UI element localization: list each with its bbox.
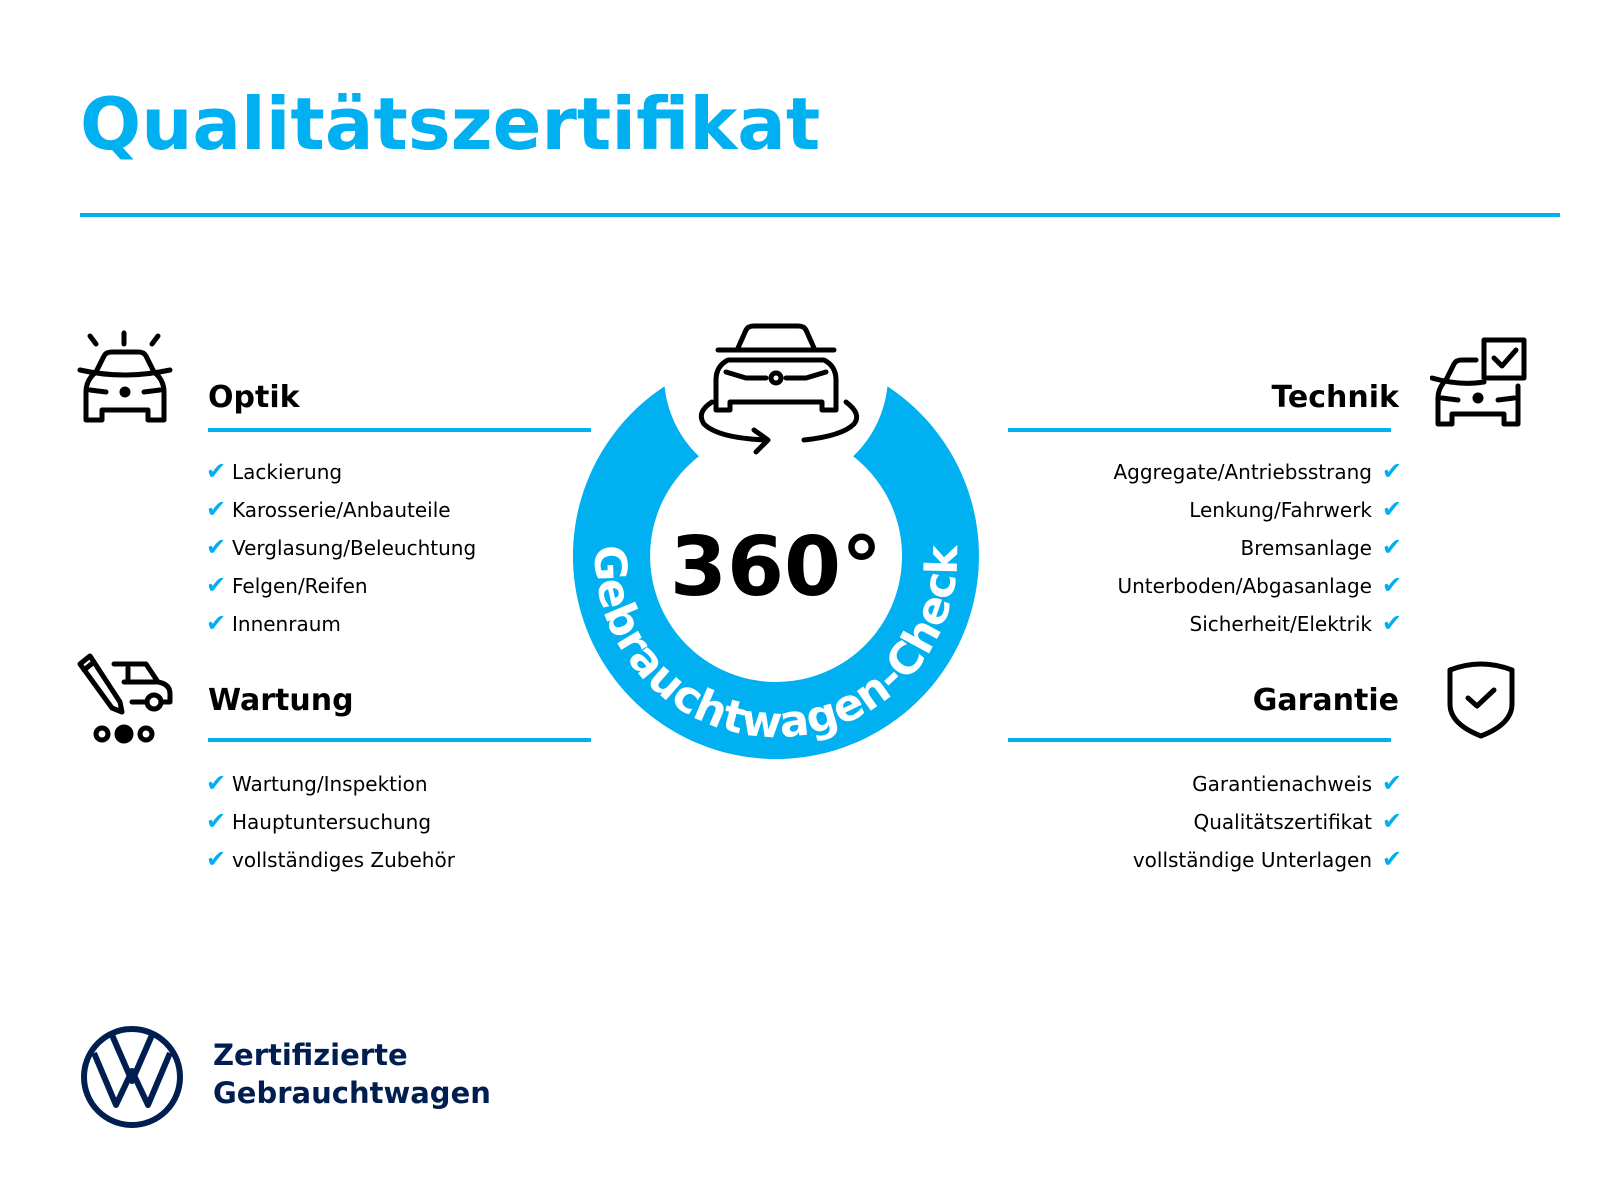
service-van-icon [77, 653, 173, 744]
check-icon: ✔ [206, 845, 227, 873]
degrees-label: 360° [670, 520, 882, 615]
check-icon: ✔ [1381, 609, 1402, 637]
garantie-list: Garantienachweis ✔ Qualitätszertifikat ✔ v… [1133, 764, 1402, 878]
list-item: Unterboden/Abgasanlage ✔ [1113, 566, 1402, 604]
check-icon: ✔ [1381, 769, 1402, 797]
check-icon: ✔ [1381, 845, 1402, 873]
page-title: Qualitätszertifikat [80, 82, 821, 166]
technik-list: Aggregate/Antriebsstrang ✔ Lenkung/Fahrwe… [1113, 452, 1402, 642]
gebrauchtwagen-check-badge: Gebrauchtwagen-Check 360° [572, 323, 979, 759]
shield-check-icon [1447, 661, 1515, 739]
vw-logo [81, 1026, 183, 1128]
list-item: Sicherheit/Elektrik ✔ [1113, 604, 1403, 642]
check-icon: ✔ [1381, 571, 1402, 599]
section-line-optik [208, 428, 591, 432]
section-line-garantie [1008, 738, 1391, 742]
list-item: ✔ Innenraum [206, 604, 476, 642]
check-icon: ✔ [1381, 457, 1402, 485]
check-icon: ✔ [206, 609, 227, 637]
car-checkbox-icon [1430, 337, 1527, 427]
check-icon: ✔ [1381, 807, 1402, 835]
list-item: ✔ Wartung/Inspektion [206, 764, 455, 802]
section-line-technik [1008, 428, 1391, 432]
brand-name: Zertifizierte Gebrauchtwagen [213, 1038, 491, 1110]
check-icon: ✔ [1381, 533, 1402, 561]
list-item: Bremsanlage ✔ [1113, 528, 1402, 566]
ring [572, 353, 979, 759]
list-item: ✔ Lackierung [206, 452, 476, 490]
list-item: vollständige Unterlagen ✔ [1133, 840, 1402, 878]
car-rotate-icon [698, 323, 860, 455]
section-title-technik: Technik [1271, 380, 1399, 415]
check-icon: ✔ [206, 495, 227, 523]
list-item: Qualitätszertifikat ✔ [1133, 802, 1403, 840]
check-icon: ✔ [206, 807, 227, 835]
section-title-garantie: Garantie [1252, 683, 1399, 718]
list-item: ✔ Hauptuntersuchung [206, 802, 455, 840]
car-light-icon [77, 330, 173, 423]
check-icon: ✔ [206, 769, 227, 797]
list-item: ✔ Felgen/Reifen [206, 566, 476, 604]
section-title-wartung: Wartung [208, 683, 354, 718]
check-icon: ✔ [206, 571, 227, 599]
title-divider [80, 213, 1560, 217]
list-item: Lenkung/Fahrwerk ✔ [1113, 490, 1402, 528]
optik-list: ✔ Lackierung ✔ Karosserie/Anbauteile ✔ Verg… [206, 452, 476, 642]
check-icon: ✔ [206, 457, 227, 485]
list-item: Garantienachweis ✔ [1133, 764, 1402, 802]
section-title-optik: Optik [208, 380, 300, 415]
check-icon: ✔ [206, 533, 227, 561]
wartung-list: ✔ Wartung/Inspektion ✔ Hauptuntersuchung ✔… [206, 764, 455, 878]
list-item: ✔ Verglasung/Beleuchtung [206, 528, 476, 566]
section-line-wartung [208, 738, 591, 742]
list-item: ✔ Karosserie/Anbauteile [206, 490, 476, 528]
check-icon: ✔ [1381, 495, 1402, 523]
list-item: ✔ vollständiges Zubehör [206, 840, 455, 878]
list-item: Aggregate/Antriebsstrang ✔ [1113, 452, 1402, 490]
